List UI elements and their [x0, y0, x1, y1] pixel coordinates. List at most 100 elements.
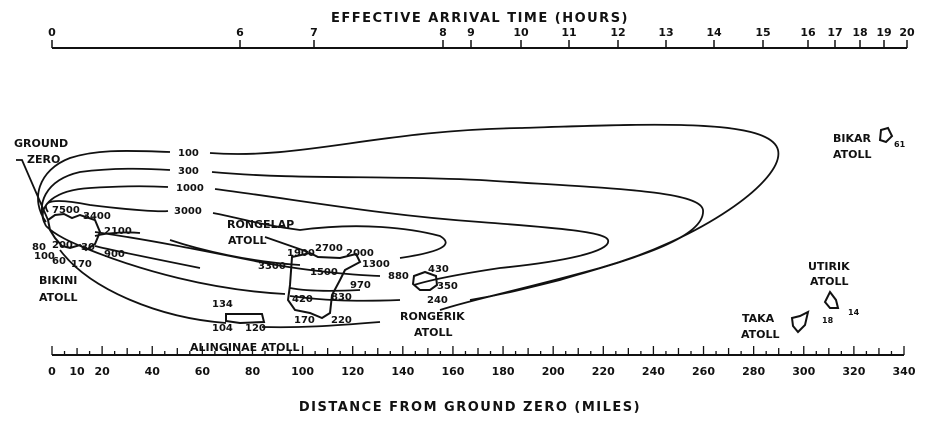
- contour-1000: [41, 185, 609, 292]
- reading: 100: [34, 251, 55, 262]
- bottom-axis-tick-label: 60: [195, 365, 211, 378]
- contour-label: 1000: [176, 183, 204, 194]
- utirik-atoll-outline: [823, 290, 840, 309]
- bottom-axis-tick-label: 260: [692, 365, 715, 378]
- reading: 430: [428, 264, 449, 275]
- top-axis-tick-label: 13: [658, 26, 673, 39]
- contour-300: [40, 167, 704, 302]
- reading: 970: [350, 280, 371, 291]
- reading: 134: [212, 299, 233, 310]
- reading: 350: [437, 281, 458, 292]
- bottom-axis-tick-label: 0: [48, 365, 56, 378]
- bottom-axis-tick-label: 340: [893, 365, 916, 378]
- top-axis-tick-label: 18: [852, 26, 867, 39]
- rongelap-label: RONGELAP: [227, 218, 294, 231]
- reading: 120: [245, 323, 266, 334]
- contour-label: 3000: [174, 206, 202, 217]
- bottom-axis-tick-label: 220: [592, 365, 615, 378]
- reading: 2700: [315, 243, 343, 254]
- top-axis-tick-label: 8: [439, 26, 447, 39]
- top-axis-tick-label: 15: [755, 26, 770, 39]
- reading: 104: [212, 323, 233, 334]
- rongerik-atoll-outline: [411, 270, 439, 291]
- reading: 80: [32, 242, 46, 253]
- taka-label: TAKA: [742, 312, 775, 325]
- bikini-atoll-outline: [46, 212, 102, 252]
- alinginae-label: ALINGINAE ATOLL: [190, 341, 300, 354]
- rongerik-readings: 880 430 350 240: [388, 264, 458, 306]
- top-axis-tick-label: 12: [610, 26, 625, 39]
- reading: 900: [104, 249, 125, 260]
- reading-utirik: 14: [848, 308, 860, 317]
- bikini-inner-contour: [94, 231, 381, 277]
- bikini-readings: 7500 3400 2100 80 200 30 900 100 60 170: [32, 205, 132, 270]
- top-axis-tick-label: 6: [236, 26, 244, 39]
- leader-ground-zero: [16, 159, 49, 221]
- reading: 3400: [83, 211, 111, 222]
- alinginae-readings: 134 104 120: [212, 299, 266, 334]
- top-axis-ticks: 0 6 7 8 9 10 11 12 13 14 15 16 17 18 19 20: [48, 26, 915, 48]
- bottom-axis-tick-label: 200: [542, 365, 565, 378]
- contour-3000: [45, 200, 447, 266]
- utirik-label: UTIRIK: [808, 260, 850, 273]
- reading: 240: [427, 295, 448, 306]
- bikar-label: ATOLL: [833, 148, 872, 161]
- bottom-axis-tick-label: 300: [792, 365, 815, 378]
- reading: 880: [388, 271, 409, 282]
- rongerik-label: ATOLL: [414, 326, 453, 339]
- reading: 7500: [52, 205, 80, 216]
- bikar-label: BIKAR: [833, 132, 872, 145]
- reading: 170: [294, 315, 315, 326]
- top-axis-title: EFFECTIVE ARRIVAL TIME (HOURS): [331, 11, 629, 26]
- bottom-axis-tick-label: 100: [291, 365, 314, 378]
- taka-atoll-outline: [790, 310, 810, 334]
- reading: 2000: [346, 248, 374, 259]
- top-axis-tick-label: 7: [310, 26, 318, 39]
- bottom-axis-tick-label: 80: [245, 365, 261, 378]
- bottom-axis-tick-label: 280: [742, 365, 765, 378]
- contour-label: 100: [178, 148, 199, 159]
- rongerik-label: RONGERIK: [400, 310, 465, 323]
- bottom-axis-tick-label: 120: [341, 365, 364, 378]
- alinginae-atoll-outline: [225, 313, 266, 325]
- reading: 1300: [362, 259, 390, 270]
- reading: 220: [331, 315, 352, 326]
- bottom-axis-tick-label: 10: [69, 365, 85, 378]
- top-axis-tick-label: 16: [800, 26, 816, 39]
- contour-label: 300: [178, 166, 199, 177]
- bikini-label: BIKINI: [39, 274, 77, 287]
- rongelap-atoll-outline: [286, 251, 362, 320]
- top-axis-tick-label: 17: [827, 26, 842, 39]
- bottom-axis-tick-label: 20: [94, 365, 110, 378]
- taka-label: ATOLL: [741, 328, 780, 341]
- bottom-axis-ticks: 0 10 20 40 60 80 100 120 140 160 180 200 220 240 260 28…: [48, 346, 916, 378]
- ground-zero-label: GROUND: [14, 137, 68, 150]
- top-axis-tick-label: 9: [467, 26, 475, 39]
- reading: 2100: [104, 226, 132, 237]
- reading: 420: [292, 294, 313, 305]
- utirik-label: ATOLL: [810, 275, 849, 288]
- bikini-label: ATOLL: [39, 291, 78, 304]
- top-axis-tick-label: 14: [706, 26, 722, 39]
- bikar-atoll-outline: [878, 126, 894, 144]
- top-axis-tick-label: 11: [561, 26, 576, 39]
- bottom-axis-tick-label: 40: [145, 365, 161, 378]
- reading-bikar: 61: [894, 140, 906, 149]
- reading: 830: [331, 292, 352, 303]
- reading-taka: 18: [822, 316, 834, 325]
- reading: 170: [71, 259, 92, 270]
- reading: 60: [52, 256, 66, 267]
- reading: 200: [52, 240, 73, 251]
- bottom-axis-tick-label: 180: [492, 365, 515, 378]
- rongelap-readings: 1900 2700 2000 1300 3300 1500 970 420 83…: [258, 243, 390, 326]
- ground-zero-label: ZERO: [27, 153, 60, 166]
- bottom-axis-title: DISTANCE FROM GROUND ZERO (MILES): [299, 400, 641, 415]
- bottom-axis-tick-label: 140: [391, 365, 414, 378]
- bottom-axis-tick-label: 160: [441, 365, 464, 378]
- top-axis-tick-label: 19: [876, 26, 891, 39]
- rongelap-label: ATOLL: [228, 234, 267, 247]
- reading: 30: [81, 242, 95, 253]
- reading: 1900: [287, 248, 315, 259]
